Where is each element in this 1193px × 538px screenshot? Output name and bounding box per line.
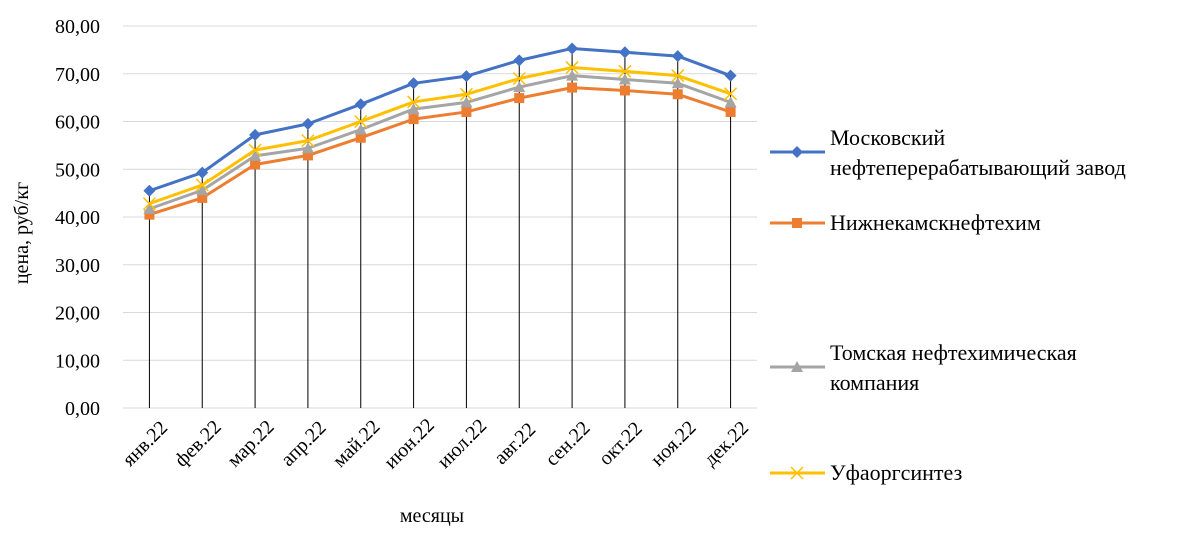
y-tick-label: 30,00 <box>55 255 100 277</box>
data-point <box>143 184 156 197</box>
data-point <box>301 142 314 154</box>
y-tick-label: 70,00 <box>55 64 100 86</box>
legend-label: нефтеперерабатывающий завод <box>830 155 1126 180</box>
data-point <box>618 64 632 78</box>
x-tick-label: апр.22 <box>277 417 331 471</box>
data-point <box>408 114 419 125</box>
legend-label: Московский <box>830 125 945 150</box>
data-point <box>567 82 578 93</box>
data-point <box>354 123 367 135</box>
data-point <box>354 98 367 111</box>
x-tick-label: фев.22 <box>170 416 225 471</box>
data-point <box>249 149 262 161</box>
data-point <box>460 96 473 108</box>
data-point <box>619 85 630 96</box>
series-3 <box>143 69 737 214</box>
data-point <box>196 166 209 179</box>
data-point <box>671 77 684 89</box>
data-point <box>354 114 368 129</box>
data-point <box>671 50 684 63</box>
y-tick-label: 10,00 <box>55 350 100 372</box>
data-point <box>459 87 473 101</box>
data-point <box>355 132 366 143</box>
series-4 <box>142 61 738 211</box>
data-point <box>618 73 631 85</box>
data-point <box>142 197 156 211</box>
data-point <box>724 96 737 108</box>
data-point <box>513 81 526 93</box>
data-point <box>248 143 262 157</box>
y-tick-label: 20,00 <box>55 303 100 325</box>
series-2 <box>144 82 736 220</box>
series-line <box>148 86 732 217</box>
data-point <box>724 87 738 101</box>
data-point <box>791 146 803 158</box>
data-point <box>302 150 313 161</box>
y-tick-label: 60,00 <box>55 112 100 134</box>
x-tick-label: дек.22 <box>700 417 754 471</box>
x-tick-label: янв.22 <box>118 417 172 471</box>
data-point <box>461 106 472 117</box>
legend-item: Московский нефтеперерабатывающий завод <box>770 125 1126 180</box>
data-point <box>566 69 579 81</box>
data-point <box>249 128 262 141</box>
legend: Московский нефтеперерабатывающий завод Ниж… <box>770 125 1126 485</box>
data-point <box>565 61 579 75</box>
data-point <box>143 202 156 214</box>
series-line <box>148 46 732 193</box>
data-point <box>250 159 261 170</box>
data-point <box>513 54 526 67</box>
x-tick-label: авг.22 <box>490 419 540 469</box>
data-point <box>301 134 315 148</box>
x-axis-title: месяцы <box>400 505 464 527</box>
legend-label: компания <box>830 370 919 395</box>
drop-lines <box>148 48 732 408</box>
y-tick-label: 50,00 <box>55 159 100 181</box>
data-point <box>196 184 209 196</box>
data-point <box>195 178 209 192</box>
data-point <box>724 69 737 82</box>
data-point <box>790 466 804 480</box>
x-tick-label: июл.22 <box>433 415 491 473</box>
series-1 <box>143 42 737 197</box>
legend-item: Томская нефтехимическая компания <box>770 340 1077 395</box>
data-point <box>512 71 526 86</box>
y-axis-title: цена, руб/кг <box>11 182 33 284</box>
y-tick-label: 40,00 <box>55 207 100 229</box>
data-point <box>407 77 420 90</box>
data-point <box>618 46 631 59</box>
x-tick-label: сен.22 <box>541 417 595 471</box>
x-tick-label: июн.22 <box>380 414 439 473</box>
data-point <box>301 117 314 130</box>
legend-label: Уфаоргсинтез <box>830 460 962 485</box>
x-tick-label: май.22 <box>329 416 385 472</box>
data-point <box>725 106 736 117</box>
y-axis-ticks: 0,00 10,00 20,00 30,00 40,00 50,00 60,00 70,00 8… <box>55 16 100 420</box>
series-group <box>142 42 738 220</box>
x-tick-label: окт.22 <box>595 418 647 470</box>
series-line <box>148 66 732 206</box>
x-axis-ticks: янв.22фев.22мар.22апр.22май.22июн.22июл.… <box>118 414 753 473</box>
data-point <box>407 95 421 109</box>
legend-item: Нижнекамскнефтехим <box>770 210 1041 235</box>
legend-label: Томская нефтехимическая <box>830 340 1077 365</box>
data-point <box>144 209 155 220</box>
data-point <box>672 89 683 100</box>
data-point <box>460 70 473 83</box>
x-tick-label: мар.22 <box>223 416 278 471</box>
y-tick-label: 80,00 <box>55 16 100 38</box>
legend-label: Нижнекамскнефтехим <box>830 210 1041 235</box>
series-line <box>148 74 732 211</box>
x-tick-label: ноя.22 <box>646 417 700 471</box>
legend-item: Уфаоргсинтез <box>770 460 962 485</box>
data-point <box>792 218 802 228</box>
data-point <box>671 69 685 83</box>
data-point <box>791 361 803 372</box>
data-point <box>514 93 525 104</box>
y-tick-label: 0,00 <box>65 398 100 420</box>
data-point <box>407 103 420 115</box>
data-point <box>566 42 579 55</box>
data-point <box>197 192 208 203</box>
